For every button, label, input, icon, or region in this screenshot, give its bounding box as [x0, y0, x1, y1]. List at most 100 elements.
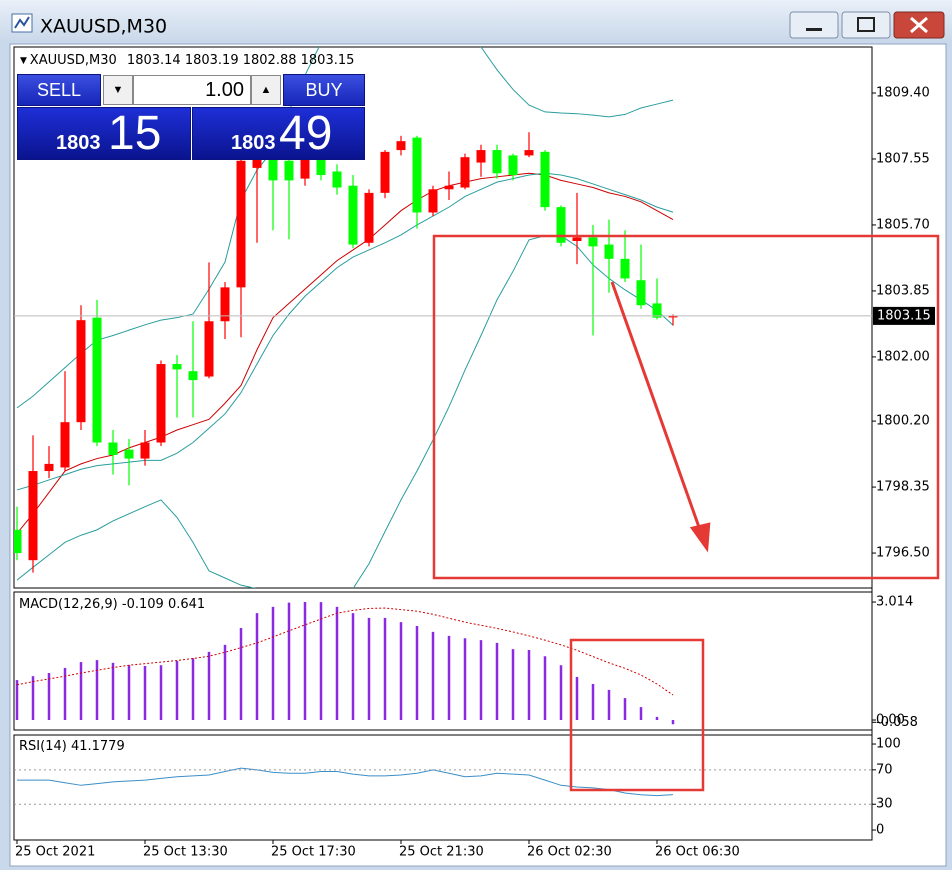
annotations [432, 234, 940, 792]
macd-title: MACD(12,26,9) [19, 597, 118, 612]
candle-body [652, 303, 662, 318]
x-tick-label: 25 Oct 21:30 [399, 845, 484, 860]
x-tick-label: 26 Oct 02:30 [527, 845, 612, 860]
candle-body [14, 529, 22, 554]
candle-body [444, 185, 454, 190]
y-tick-label: 100 [876, 737, 901, 752]
candle-body [28, 471, 38, 561]
symbol: XAUUSD,M30 [30, 53, 117, 68]
panel-plot [14, 47, 678, 588]
candle-body [412, 137, 422, 213]
candle-body [540, 151, 550, 208]
chart-layer: 1809.40 1807.55 1805.70 1803.85 1802.00 1800.… [14, 47, 935, 860]
one-click-trading: SELL ▼ 1.00 ▲ BUY 1803 15 1803 49 [17, 74, 365, 160]
candle-body [284, 160, 294, 181]
candle-body [316, 158, 326, 176]
candle-body [588, 237, 598, 247]
y-tick-label: 1805.70 [876, 217, 930, 232]
candle-body [428, 189, 438, 213]
indicator-line [16, 47, 674, 409]
candle-body [348, 185, 358, 245]
window-title: XAUUSD,M30 [40, 16, 167, 38]
annotation-arrow [610, 281, 702, 531]
candle-body [508, 155, 518, 176]
candle-body [124, 449, 134, 459]
indicator-line [16, 607, 674, 696]
minimize-button[interactable] [789, 11, 839, 39]
y-tick-label: 1798.35 [876, 480, 930, 495]
x-tick-label: 25 Oct 17:30 [271, 845, 356, 860]
x-tick-label: 26 Oct 06:30 [655, 845, 740, 860]
candle-body [300, 157, 310, 179]
lot-increase[interactable]: ▲ [251, 75, 281, 105]
low-value: 1802.88 [243, 53, 297, 68]
rsi-title: RSI(14) [19, 739, 67, 754]
signal-value: 0.641 [168, 597, 205, 612]
candle-body [172, 364, 182, 370]
buy-price[interactable]: 1803 49 [192, 107, 365, 160]
annotation-box [569, 638, 705, 792]
candle-body [332, 171, 342, 188]
lot-decrease[interactable]: ▼ [103, 75, 133, 105]
candle-body [60, 422, 70, 468]
y-tick-label: 1809.40 [876, 86, 930, 101]
candle-body [556, 207, 566, 243]
arrow-head [689, 522, 711, 553]
candle-body [108, 442, 118, 455]
open-value: 1803.14 [127, 53, 181, 68]
candle-body [76, 320, 86, 423]
candle-body [92, 317, 102, 443]
macd-header: MACD(12,26,9) -0.109 0.641 [19, 597, 205, 612]
y-tick-label: -0.058 [876, 715, 918, 730]
sell-price-major: 1803 [56, 132, 101, 154]
y-tick-label: 3.014 [876, 595, 913, 610]
annotation-box [432, 234, 940, 580]
buy-price-minor: 49 [279, 107, 333, 160]
sell-price[interactable]: 1803 15 [17, 107, 191, 160]
y-tick-label: 0.00 [876, 713, 905, 728]
current-price-box [873, 306, 935, 325]
y-tick-label: 1800.20 [876, 414, 930, 429]
y-tick-label: 70 [876, 762, 893, 777]
y-tick-label: 1807.55 [876, 151, 930, 166]
y-tick-label: 1802.00 [876, 349, 930, 364]
indicator-line [17, 767, 674, 797]
macd-value: -0.109 [122, 597, 164, 612]
candle-body [572, 237, 582, 242]
panel-borders [13, 46, 873, 841]
candle-body [636, 280, 646, 306]
chart-area [9, 43, 947, 867]
candle-body [236, 160, 246, 288]
indicator-line [16, 172, 674, 534]
y-tick-label: 30 [876, 797, 893, 812]
candle-body [364, 192, 374, 243]
lot-input[interactable]: 1.00 [133, 75, 251, 105]
candle-body [620, 258, 630, 279]
sell-price-minor: 15 [108, 107, 162, 160]
rsi-header: RSI(14) 41.1779 [19, 739, 125, 754]
maximize-button[interactable] [841, 11, 891, 39]
y-tick-label: 0 [876, 823, 884, 838]
candle-body [460, 157, 470, 188]
buy-price-major: 1803 [231, 132, 276, 154]
candle-body [668, 315, 678, 318]
y-tick-label: 1803.85 [876, 283, 930, 298]
window-icon [11, 13, 33, 33]
close-value: 1803.15 [301, 53, 355, 68]
sell-button[interactable]: SELL [17, 74, 101, 106]
candle-body [220, 287, 230, 322]
candle-body [524, 150, 534, 156]
x-tick-label: 25 Oct 13:30 [143, 845, 228, 860]
candle-body [44, 463, 54, 472]
price-header: ▼ XAUUSD,M30 1803.14 1803.19 1802.88 180… [20, 53, 354, 68]
current-price-label: 1803.15 [877, 308, 931, 323]
panel-plot [17, 767, 674, 797]
candle-body [492, 150, 502, 174]
buy-button[interactable]: BUY [283, 74, 365, 106]
panel-plot [15, 602, 675, 725]
close-button[interactable] [893, 11, 945, 39]
candle-body [380, 151, 390, 193]
candle-body [204, 321, 214, 377]
